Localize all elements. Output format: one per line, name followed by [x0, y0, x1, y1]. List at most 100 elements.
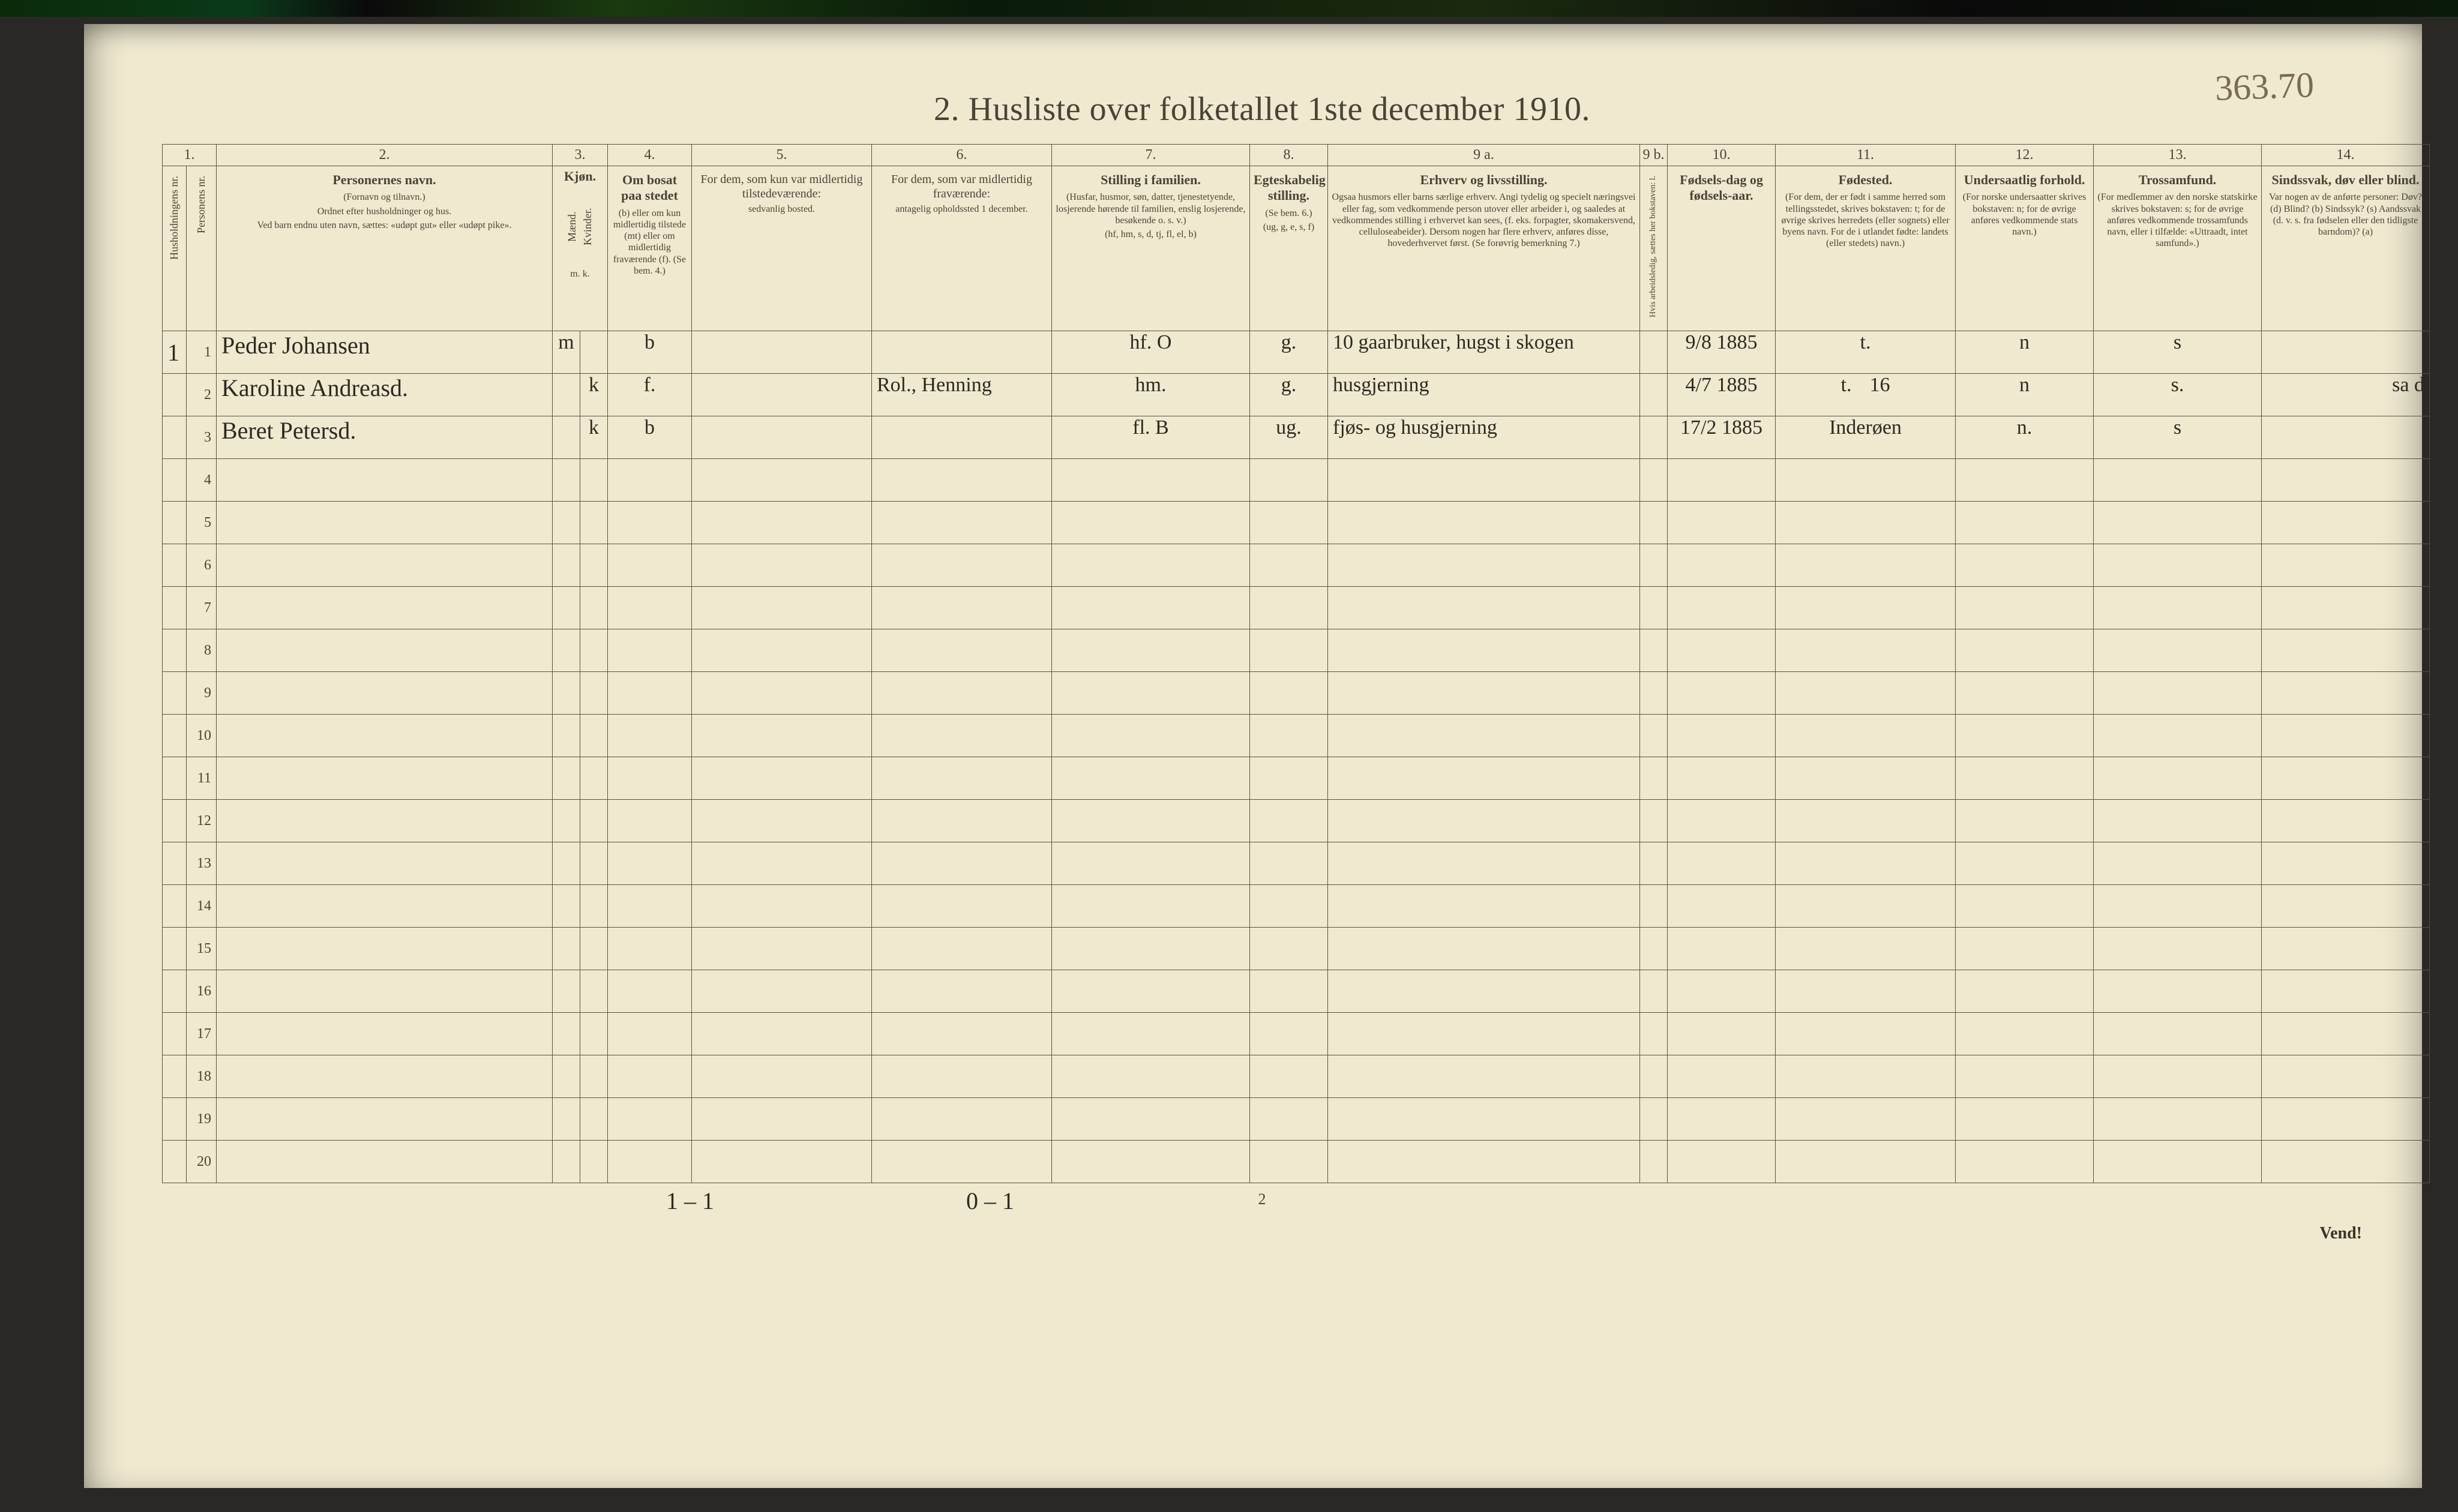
cell-person-nr: 9: [187, 672, 217, 715]
head-unemployed-label: Hvis arbeidsledig, sættes her bokstaven:…: [1648, 172, 1659, 321]
cell-unemployed: [1640, 885, 1668, 928]
cell-faith: [2094, 672, 2262, 715]
cell-temp-absent: [872, 1141, 1052, 1183]
cell-marital: [1250, 800, 1328, 842]
cell-person-nr: 12: [187, 800, 217, 842]
cell-birth: [1668, 842, 1776, 885]
cell-temp-present: [692, 757, 872, 800]
cell-birth: [1668, 459, 1776, 502]
cell-name: [217, 544, 553, 587]
head-disability: Sindssvak, døv eller blind. Var nogen av…: [2262, 166, 2430, 331]
cell-household-nr: [163, 1055, 187, 1098]
cell-faith: [2094, 800, 2262, 842]
cell-occupation: 10 gaarbruker, hugst i skogen: [1328, 331, 1640, 374]
cell-name: [217, 928, 553, 970]
cell-status: [608, 970, 692, 1013]
cell-family: [1052, 970, 1250, 1013]
cell-sex-m: [553, 587, 580, 629]
cell-occupation: husgjerning: [1328, 374, 1640, 416]
census-table: 1. 2. 3. 4. 5. 6. 7. 8. 9 a. 9 b. 10. 11…: [162, 144, 2430, 1183]
cell-unemployed: [1640, 459, 1668, 502]
cell-sex-k: [580, 629, 608, 672]
cell-nationality: [1956, 757, 2094, 800]
cell-person-nr: 6: [187, 544, 217, 587]
cell-disability: [2262, 1141, 2430, 1183]
cell-sex-k: [580, 757, 608, 800]
cell-faith: [2094, 970, 2262, 1013]
cell-birthplace: [1776, 672, 1956, 715]
cell-status: b: [608, 331, 692, 374]
cell-temp-present: [692, 800, 872, 842]
cell-marital: [1250, 587, 1328, 629]
cell-disability: [2262, 1098, 2430, 1141]
head-occupation-sub: Ogsaa husmors eller barns særlige erhver…: [1332, 191, 1636, 249]
cell-temp-absent: [872, 757, 1052, 800]
cell-faith: [2094, 757, 2262, 800]
head-nationality: Undersaatlig forhold. (For norske unders…: [1956, 166, 2094, 331]
cell-name: [217, 1055, 553, 1098]
cell-birthplace: [1776, 459, 1956, 502]
cell-unemployed: [1640, 587, 1668, 629]
cell-family: [1052, 928, 1250, 970]
cell-faith: s.: [2094, 374, 2262, 416]
cell-occupation: [1328, 928, 1640, 970]
cell-person-nr: 14: [187, 885, 217, 928]
cell-birth: [1668, 1141, 1776, 1183]
cell-nationality: n: [1956, 374, 2094, 416]
cell-person-nr: 3: [187, 416, 217, 459]
head-household-nr: Husholdningens nr.: [163, 166, 187, 331]
cell-person-nr: 1: [187, 331, 217, 374]
footer-tally-mid: 0 – 1: [966, 1187, 1014, 1215]
cell-temp-present: [692, 970, 872, 1013]
cell-faith: s: [2094, 331, 2262, 374]
cell-birth: [1668, 757, 1776, 800]
head-family-sub1: (Husfar, husmor, søn, datter, tjenestety…: [1056, 191, 1246, 226]
cell-sex-m: [553, 885, 580, 928]
cell-unemployed: [1640, 970, 1668, 1013]
cell-temp-absent: [872, 502, 1052, 544]
colnum-14: 14.: [2262, 145, 2430, 166]
cell-birthplace: [1776, 1141, 1956, 1183]
table-row: 2Karoline Andreasd.kf.Rol., Henninghm.g.…: [163, 374, 2430, 416]
cell-household-nr: [163, 842, 187, 885]
table-row: 7: [163, 587, 2430, 629]
cell-name: [217, 715, 553, 757]
cell-birthplace: [1776, 757, 1956, 800]
cell-marital: [1250, 715, 1328, 757]
cell-sex-k: [580, 885, 608, 928]
table-row: 11Peder Johansenmbhf. Og.10 gaarbruker, …: [163, 331, 2430, 374]
cell-nationality: [1956, 672, 2094, 715]
cell-faith: [2094, 1141, 2262, 1183]
cell-birthplace: [1776, 800, 1956, 842]
cell-marital: [1250, 757, 1328, 800]
turn-over-label: Vend!: [2319, 1224, 2362, 1243]
head-name: Personernes navn. (Fornavn og tilnavn.) …: [217, 166, 553, 331]
table-row: 17: [163, 1013, 2430, 1055]
cell-person-nr: 18: [187, 1055, 217, 1098]
cell-sex-k: k: [580, 374, 608, 416]
cell-person-nr: 8: [187, 629, 217, 672]
cell-temp-absent: [872, 928, 1052, 970]
head-unemployed: Hvis arbeidsledig, sættes her bokstaven:…: [1640, 166, 1668, 331]
cell-household-nr: [163, 629, 187, 672]
cell-household-nr: [163, 374, 187, 416]
cell-nationality: n: [1956, 331, 2094, 374]
cell-temp-present: [692, 1013, 872, 1055]
cell-nationality: [1956, 885, 2094, 928]
cell-disability: [2262, 629, 2430, 672]
cell-temp-present: [692, 928, 872, 970]
cell-unemployed: [1640, 502, 1668, 544]
cell-temp-present: [692, 885, 872, 928]
cell-household-nr: [163, 544, 187, 587]
cell-status: [608, 715, 692, 757]
cell-disability: [2262, 587, 2430, 629]
cell-temp-absent: [872, 800, 1052, 842]
cell-marital: [1250, 672, 1328, 715]
cell-temp-present: [692, 715, 872, 757]
cell-household-nr: 1: [163, 331, 187, 374]
cell-unemployed: [1640, 672, 1668, 715]
head-birthplace-title: Fødested.: [1779, 172, 1952, 188]
cell-birth: [1668, 715, 1776, 757]
cell-faith: [2094, 502, 2262, 544]
cell-faith: [2094, 587, 2262, 629]
